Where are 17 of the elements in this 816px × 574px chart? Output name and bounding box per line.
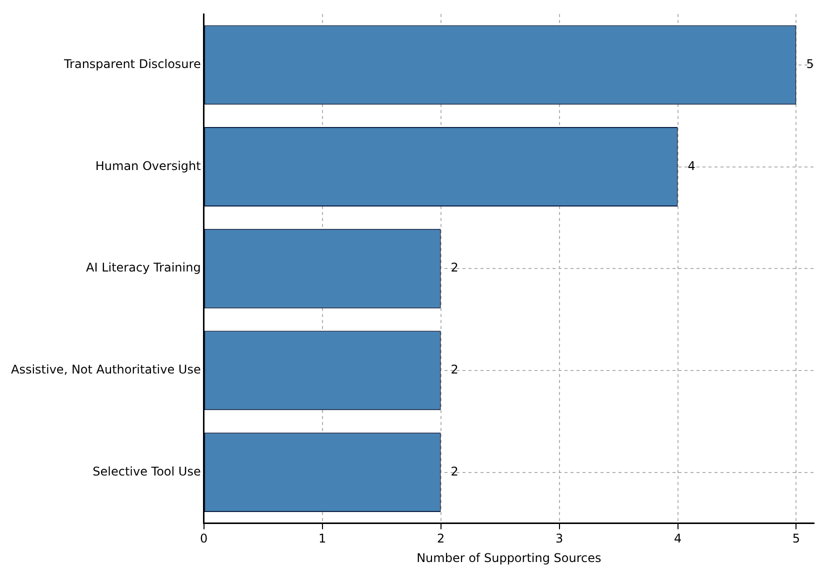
x-tick-label: 4: [674, 532, 682, 546]
data-label: 2: [450, 362, 458, 377]
x-tick-label: 1: [318, 532, 326, 546]
y-tick-label: Assistive, Not Authoritative Use: [10, 362, 201, 377]
data-label: 2: [450, 464, 458, 478]
data-label: 2: [450, 260, 458, 275]
y-tick-label: Human Oversight: [95, 158, 202, 173]
y-tick-label: AI Literacy Training: [86, 260, 201, 275]
x-tick-label: 3: [555, 532, 564, 546]
data-label: 4: [688, 158, 696, 173]
y-tick-label: Transparent Disclosure: [62, 57, 201, 72]
x-tick-label: 5: [792, 532, 800, 546]
x-axis-title: Number of Supporting Sources: [416, 550, 602, 565]
x-tick-label: 0: [200, 532, 208, 546]
data-label: 5: [806, 57, 814, 72]
x-tick-label: 2: [436, 532, 445, 546]
y-tick-label: Selective Tool Use: [92, 464, 201, 478]
